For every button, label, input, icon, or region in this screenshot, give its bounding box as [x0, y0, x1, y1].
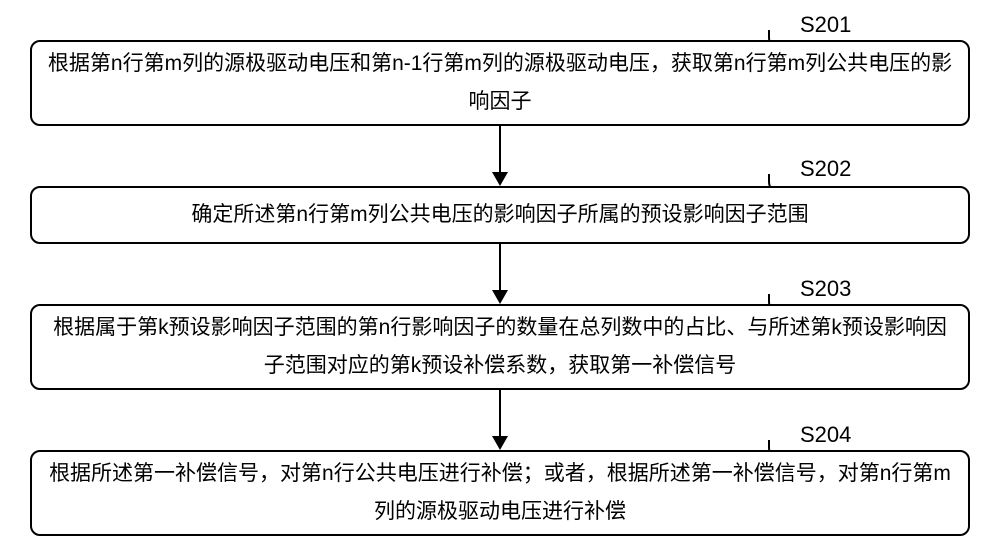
arrow-2-line — [499, 244, 501, 290]
step-label-s204: S204 — [800, 422, 851, 448]
step-text-s204: 根据所述第一补偿信号，对第n行公共电压进行补偿；或者，根据所述第一补偿信号，对第… — [32, 455, 968, 531]
step-box-s202: 确定所述第n行第m列公共电压的影响因子所属的预设影响因子范围 — [30, 186, 970, 244]
step-text-s201: 根据第n行第m列的源极驱动电压和第n-1行第m列的源极驱动电压，获取第n行第m列… — [32, 45, 968, 121]
arrow-3-line — [499, 390, 501, 436]
arrow-1-line — [499, 126, 501, 172]
step-box-s204: 根据所述第一补偿信号，对第n行公共电压进行补偿；或者，根据所述第一补偿信号，对第… — [30, 450, 970, 536]
step-label-s203: S203 — [800, 276, 851, 302]
step-text-s203: 根据属于第k预设影响因子范围的第n行影响因子的数量在总列数中的占比、与所述第k预… — [32, 309, 968, 385]
step-box-s201: 根据第n行第m列的源极驱动电压和第n-1行第m列的源极驱动电压，获取第n行第m列… — [30, 40, 970, 126]
arrow-3-head — [492, 436, 508, 450]
step-text-s202: 确定所述第n行第m列公共电压的影响因子所属的预设影响因子范围 — [179, 196, 820, 234]
flowchart-canvas: S201 根据第n行第m列的源极驱动电压和第n-1行第m列的源极驱动电压，获取第… — [0, 0, 1000, 560]
step-label-s202: S202 — [800, 156, 851, 182]
step-box-s203: 根据属于第k预设影响因子范围的第n行影响因子的数量在总列数中的占比、与所述第k预… — [30, 304, 970, 390]
step-label-s201: S201 — [800, 12, 851, 38]
arrow-2-head — [492, 290, 508, 304]
arrow-1-head — [492, 172, 508, 186]
